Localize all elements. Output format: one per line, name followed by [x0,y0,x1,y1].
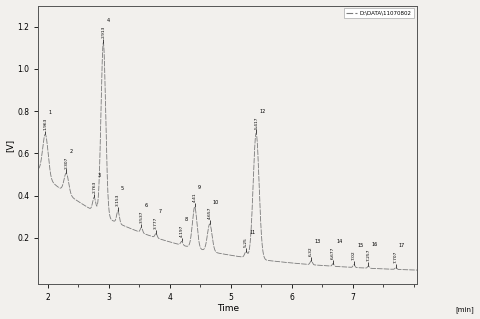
Text: 16: 16 [372,242,378,247]
Text: 7.707: 7.707 [394,251,398,263]
Text: 5.25: 5.25 [244,237,248,247]
Legend: D:\DATA\11070802: D:\DATA\11070802 [344,8,414,18]
Text: 9: 9 [198,185,201,190]
Y-axis label: [V]: [V] [6,138,14,152]
Text: [min]: [min] [456,307,474,314]
Text: 2.763: 2.763 [92,180,96,193]
Text: 4.657: 4.657 [208,207,212,219]
Text: 13: 13 [314,239,321,244]
Text: 5: 5 [121,186,124,191]
Text: 3.777: 3.777 [154,217,158,229]
Text: 7.257: 7.257 [366,249,371,262]
Text: 17: 17 [399,243,405,248]
Text: 12: 12 [259,109,265,114]
Text: 6.32: 6.32 [309,247,313,256]
Text: 4.197: 4.197 [180,224,184,237]
Text: 10: 10 [213,200,219,204]
Text: 3.153: 3.153 [116,194,120,206]
Text: 15: 15 [357,243,363,248]
Text: 2.913: 2.913 [101,26,105,38]
Text: 3: 3 [97,173,100,178]
Text: 4.41: 4.41 [192,193,197,203]
Text: 8: 8 [185,217,188,222]
X-axis label: Time: Time [216,304,239,313]
Text: 11: 11 [249,230,255,235]
Text: 7.02: 7.02 [352,250,356,260]
Text: 4: 4 [107,18,109,23]
Text: 5.417: 5.417 [254,116,258,129]
Text: 3.537: 3.537 [139,210,144,223]
Text: 14: 14 [336,239,342,244]
Text: 2.307: 2.307 [64,156,68,168]
Text: 1: 1 [48,110,51,115]
Text: 2: 2 [70,149,72,154]
Text: 6.677: 6.677 [331,247,335,259]
Text: 1.963: 1.963 [43,117,48,130]
Text: 7: 7 [159,209,162,214]
Text: 6: 6 [144,203,148,208]
